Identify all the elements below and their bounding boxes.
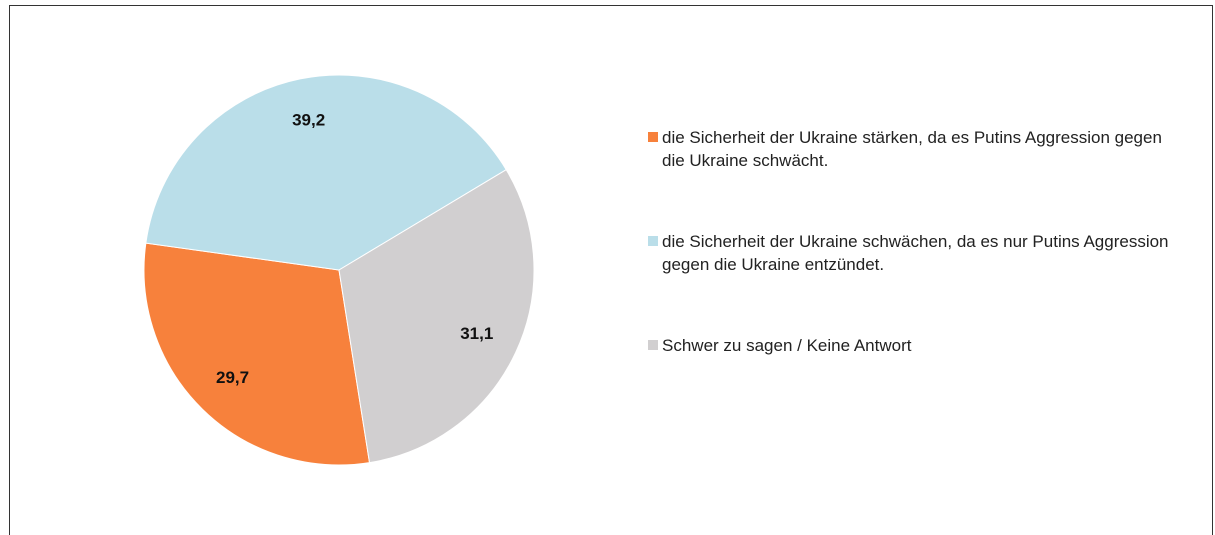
legend-item: die Sicherheit der Ukraine schwächen, da… [648,230,1188,334]
pie-slice [145,74,507,271]
legend-label: die Sicherheit der Ukraine schwächen, da… [662,232,1169,274]
legend-swatch [648,236,658,246]
legend-item: Schwer zu sagen / Keine Antwort [648,334,1188,438]
pie-slice [338,168,535,464]
slice-label: 29,7 [216,368,249,387]
frame [9,5,1213,535]
legend-swatch [648,340,658,350]
legend-swatch [648,132,658,142]
pie-slice [143,242,371,466]
slice-label: 39,2 [292,111,325,130]
legend: die Sicherheit der Ukraine stärken, da e… [648,126,1188,438]
legend-label: Schwer zu sagen / Keine Antwort [662,336,912,355]
slice-label: 31,1 [460,324,493,343]
legend-label: die Sicherheit der Ukraine stärken, da e… [662,128,1162,170]
legend-item: die Sicherheit der Ukraine stärken, da e… [648,126,1188,230]
